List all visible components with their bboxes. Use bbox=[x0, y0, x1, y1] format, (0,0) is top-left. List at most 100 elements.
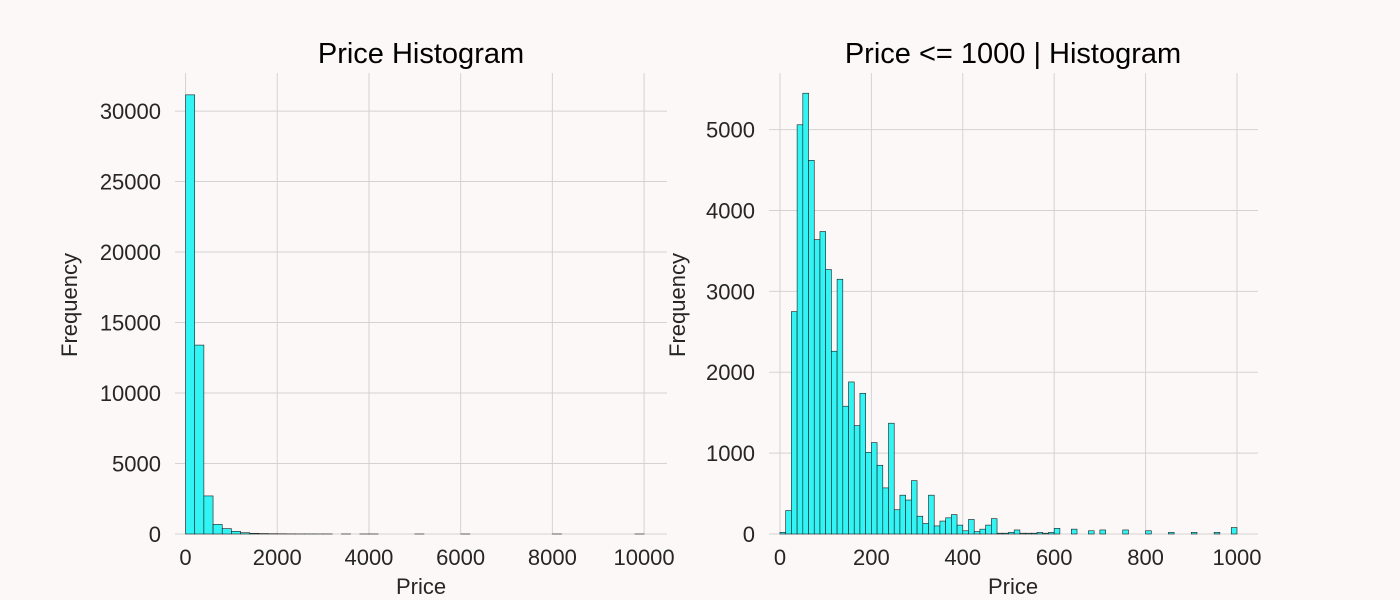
y-tick-label: 5000 bbox=[706, 118, 755, 143]
price-histogram-chart: Price Histogram 0 2000 4000 6000 8000 10000 0 5… bbox=[57, 38, 675, 599]
histogram-bar bbox=[1042, 532, 1049, 535]
histogram-bar bbox=[1168, 532, 1175, 535]
histogram-bar bbox=[796, 124, 804, 535]
histogram-bar bbox=[203, 495, 214, 535]
gridlines bbox=[769, 73, 1258, 535]
y-tick-label: 0 bbox=[149, 522, 161, 547]
histogram-bar bbox=[973, 531, 981, 535]
histogram-bar bbox=[968, 519, 975, 535]
histogram-bar bbox=[1025, 532, 1032, 535]
histogram-bar bbox=[882, 487, 889, 535]
histogram-bar bbox=[185, 94, 196, 535]
histogram-bar bbox=[1036, 532, 1044, 535]
tick-labels: 0 2000 4000 6000 8000 10000 0 5000 10000 15000 200… bbox=[100, 99, 675, 570]
histogram-bar bbox=[1099, 529, 1106, 535]
histogram-bar bbox=[1088, 530, 1095, 535]
x-tick-label: 1000 bbox=[1213, 545, 1262, 570]
x-tick-label: 400 bbox=[944, 545, 981, 570]
y-tick-label: 5000 bbox=[112, 452, 161, 477]
chart-title: Price <= 1000 | Histogram bbox=[845, 38, 1181, 70]
histogram-bar bbox=[979, 528, 986, 535]
histogram-bar bbox=[1145, 530, 1152, 535]
histogram-bar bbox=[888, 422, 895, 535]
y-axis-label: Frequency bbox=[57, 253, 82, 357]
histogram-bar bbox=[933, 525, 941, 535]
histogram-bar bbox=[996, 532, 1004, 535]
histogram-bar bbox=[1230, 527, 1238, 535]
histogram-bar bbox=[962, 530, 969, 535]
histogram-bar bbox=[1048, 532, 1055, 535]
x-tick-label: 0 bbox=[179, 545, 191, 570]
histogram-bar bbox=[956, 524, 964, 535]
x-tick-label: 0 bbox=[774, 545, 786, 570]
y-tick-label: 1000 bbox=[706, 441, 755, 466]
x-tick-label: 8000 bbox=[528, 545, 577, 570]
histogram-bar bbox=[928, 494, 935, 535]
histogram-bar bbox=[212, 524, 223, 535]
y-tick-label: 4000 bbox=[706, 198, 755, 223]
y-tick-label: 20000 bbox=[100, 240, 161, 265]
histogram-bar bbox=[922, 523, 929, 535]
histogram-bar bbox=[939, 520, 946, 535]
y-tick-label: 30000 bbox=[100, 99, 161, 124]
histogram-bar bbox=[865, 452, 872, 535]
bars bbox=[779, 92, 1238, 535]
x-tick-label: 10000 bbox=[613, 545, 674, 570]
histogram-bar bbox=[819, 231, 826, 535]
gridlines bbox=[175, 73, 667, 535]
histogram-bar bbox=[893, 509, 901, 535]
chart-title: Price Histogram bbox=[318, 38, 524, 70]
histogram-bar bbox=[831, 350, 838, 535]
histogram-bar bbox=[876, 464, 884, 535]
histogram-bar bbox=[842, 405, 849, 535]
histogram-bar bbox=[808, 160, 815, 535]
histogram-bar bbox=[1013, 529, 1021, 535]
histogram-bar bbox=[249, 532, 260, 535]
histogram-bar bbox=[802, 92, 809, 535]
histogram-bar bbox=[985, 524, 992, 535]
x-tick-label: 4000 bbox=[344, 545, 393, 570]
histogram-bar bbox=[899, 494, 906, 535]
y-tick-label: 3000 bbox=[706, 279, 755, 304]
histogram-bar bbox=[848, 381, 855, 535]
x-tick-label: 6000 bbox=[436, 545, 485, 570]
histogram-bar bbox=[1008, 532, 1015, 535]
histogram-bar bbox=[1071, 528, 1078, 535]
x-tick-label: 600 bbox=[1036, 545, 1073, 570]
y-tick-label: 25000 bbox=[100, 170, 161, 195]
y-axis-label: Frequency bbox=[665, 253, 690, 357]
price-le-1000-histogram-chart: Price <= 1000 | Histogram 0 200 400 600 800 1… bbox=[665, 38, 1261, 599]
tick-labels: 0 200 400 600 800 1000 0 1000 2000 3000 4000 5000 bbox=[706, 118, 1261, 570]
histogram-bar bbox=[911, 480, 918, 535]
histogram-bar bbox=[194, 344, 205, 535]
histogram-bar bbox=[240, 532, 251, 535]
y-tick-label: 15000 bbox=[100, 311, 161, 336]
x-tick-label: 2000 bbox=[253, 545, 302, 570]
histogram-bar bbox=[1031, 532, 1038, 535]
histogram-bar bbox=[825, 269, 832, 535]
histogram-bar bbox=[1019, 532, 1026, 535]
y-tick-label: 0 bbox=[743, 522, 755, 547]
histogram-bar bbox=[779, 532, 786, 535]
histogram-bar bbox=[853, 425, 861, 535]
histogram-bar bbox=[1053, 528, 1061, 535]
histogram-bar bbox=[221, 528, 232, 535]
histogram-bar bbox=[951, 514, 958, 535]
histogram-bar bbox=[859, 392, 866, 535]
histogram-bar bbox=[871, 442, 878, 535]
histogram-bar bbox=[791, 311, 798, 535]
y-tick-label: 2000 bbox=[706, 360, 755, 385]
histogram-bar bbox=[785, 510, 792, 535]
x-tick-label: 200 bbox=[853, 545, 890, 570]
x-tick-label: 800 bbox=[1127, 545, 1164, 570]
histogram-bar bbox=[991, 518, 998, 535]
histogram-bar bbox=[945, 517, 952, 535]
histogram-bar bbox=[231, 531, 241, 535]
histogram-bar bbox=[1190, 532, 1198, 535]
histogram-bar bbox=[916, 515, 924, 535]
x-axis-label: Price bbox=[988, 574, 1038, 599]
histogram-bar bbox=[1213, 532, 1221, 535]
x-axis-label: Price bbox=[396, 574, 446, 599]
histogram-bar bbox=[905, 499, 912, 535]
